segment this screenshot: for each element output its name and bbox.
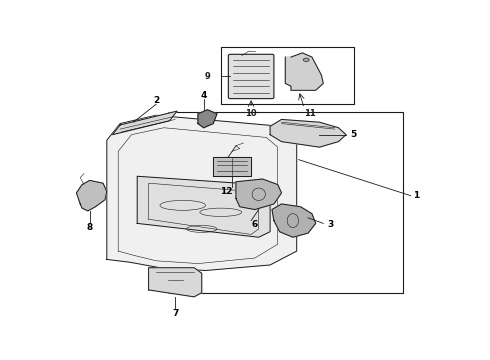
Polygon shape	[113, 111, 177, 135]
Text: 8: 8	[87, 223, 93, 232]
Polygon shape	[148, 268, 202, 297]
Text: 9: 9	[205, 72, 210, 81]
Text: 4: 4	[200, 91, 207, 100]
Ellipse shape	[303, 58, 309, 62]
Polygon shape	[236, 179, 281, 210]
Polygon shape	[272, 204, 316, 237]
Bar	[220, 48, 354, 104]
Polygon shape	[107, 115, 297, 270]
Polygon shape	[270, 120, 346, 147]
Text: 1: 1	[413, 191, 419, 200]
Polygon shape	[137, 176, 270, 237]
Polygon shape	[76, 180, 107, 211]
FancyBboxPatch shape	[228, 54, 274, 99]
Polygon shape	[285, 53, 323, 90]
Text: 10: 10	[245, 109, 257, 118]
Bar	[168, 112, 403, 293]
Text: 2: 2	[153, 96, 159, 105]
Text: 7: 7	[172, 309, 178, 318]
Text: 12: 12	[220, 187, 233, 196]
Text: 6: 6	[252, 220, 258, 229]
Text: 5: 5	[350, 130, 357, 139]
Polygon shape	[213, 157, 251, 176]
Text: 11: 11	[304, 109, 316, 118]
Text: 3: 3	[328, 220, 334, 229]
Polygon shape	[198, 110, 217, 128]
